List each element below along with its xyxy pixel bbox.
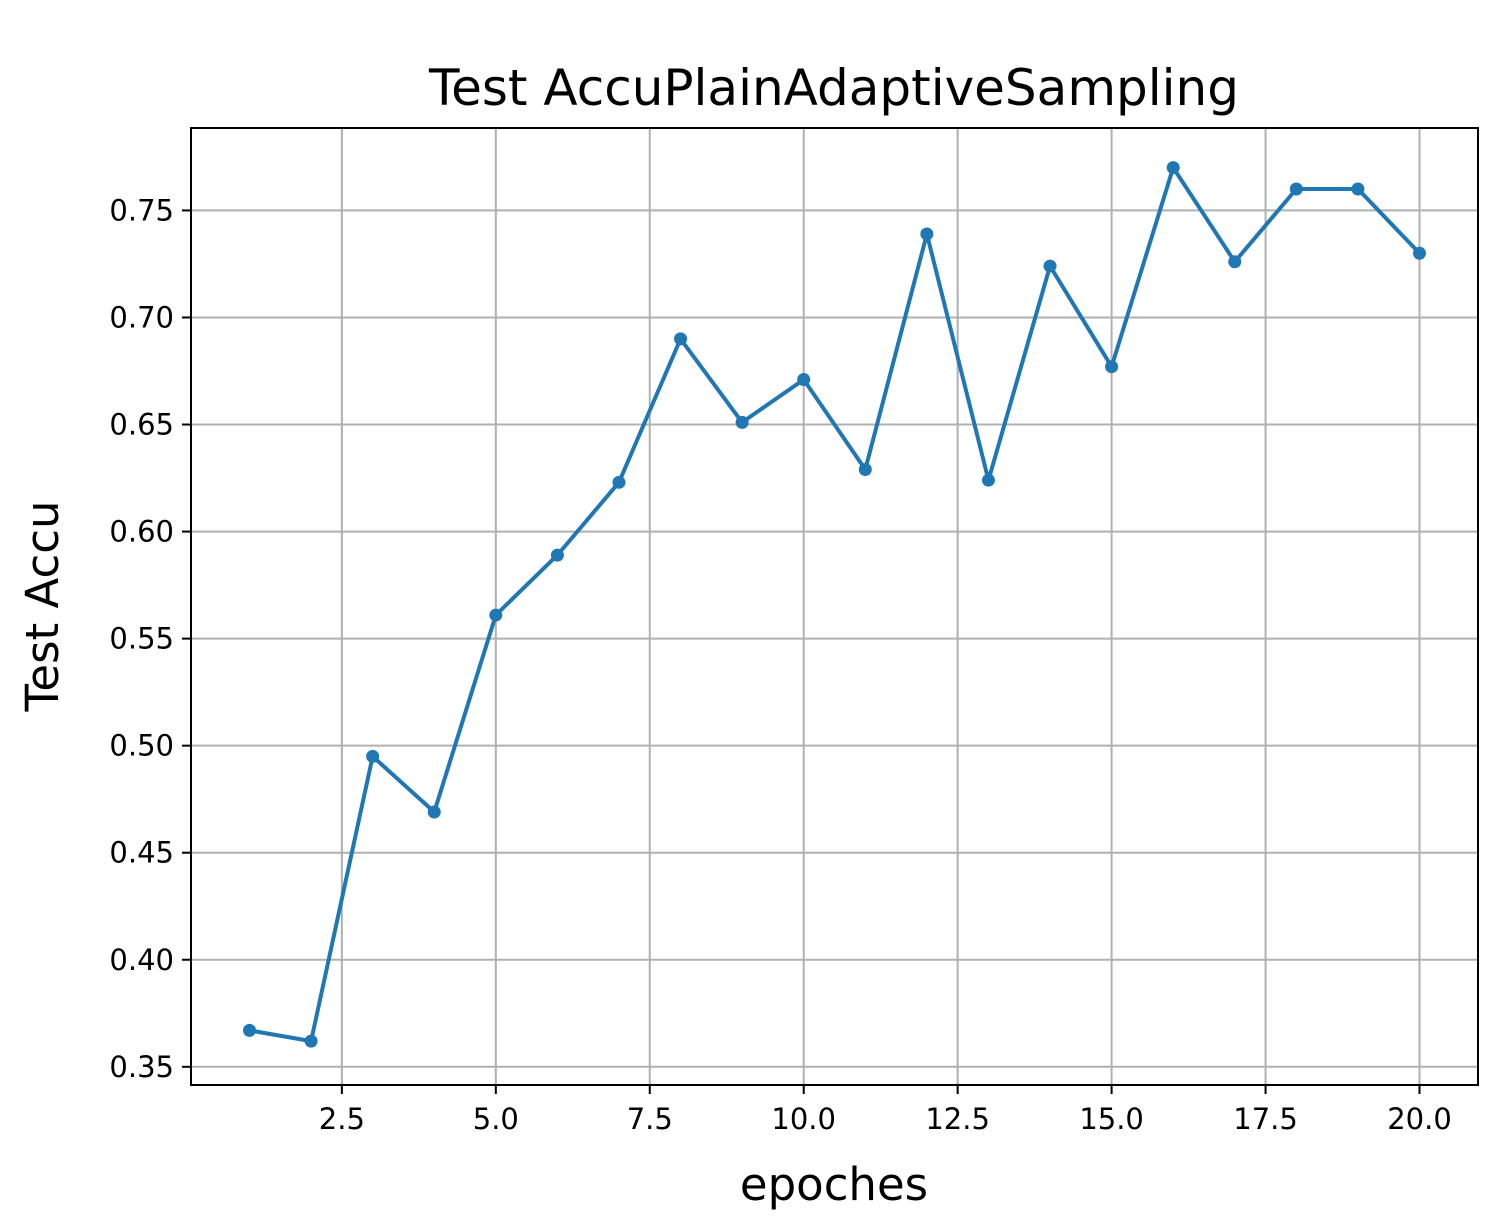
y-tick-label: 0.75 [109, 193, 174, 227]
chart-title: Test AccuPlainAdaptiveSampling [428, 59, 1239, 117]
y-tick-label: 0.60 [109, 515, 174, 549]
y-tick-label: 0.40 [109, 943, 174, 977]
data-point [797, 373, 811, 387]
y-tick-label: 0.70 [109, 300, 174, 334]
y-tick-label: 0.50 [109, 729, 174, 763]
data-point [243, 1023, 256, 1037]
x-tick-label: 12.5 [925, 1102, 990, 1136]
data-series [243, 161, 1426, 1048]
data-point [1105, 360, 1119, 374]
data-point [1166, 161, 1180, 175]
data-point [1228, 255, 1242, 269]
x-tick-label: 7.5 [627, 1102, 673, 1136]
data-point [612, 475, 626, 489]
data-point [550, 548, 564, 562]
x-tick-label: 17.5 [1233, 1102, 1298, 1136]
plot-frame [190, 127, 1479, 1086]
data-point [981, 473, 995, 487]
x-axis-label: epoches [740, 1158, 928, 1211]
data-point [366, 749, 380, 763]
axis-ticks: 2.5 5.0 7.5 10.0 12.5 15.0 17.5 20.0 0.35 0.40 0.4… [109, 193, 1451, 1136]
data-point [858, 462, 872, 476]
y-tick-label: 0.35 [109, 1050, 174, 1084]
y-tick-label: 0.45 [109, 836, 174, 870]
data-point [304, 1034, 318, 1048]
y-tick-label: 0.65 [109, 408, 174, 442]
data-point [1413, 246, 1426, 260]
data-point [920, 227, 934, 241]
x-tick-label: 20.0 [1387, 1102, 1452, 1136]
x-tick-label: 15.0 [1079, 1102, 1144, 1136]
series-line [249, 165, 1421, 1044]
data-point [1351, 182, 1365, 196]
data-point [674, 332, 688, 346]
x-tick-label: 2.5 [319, 1102, 365, 1136]
data-point [1043, 259, 1057, 273]
y-tick-label: 0.55 [109, 622, 174, 656]
data-point [489, 608, 503, 622]
data-point [427, 805, 441, 819]
data-point [1289, 182, 1303, 196]
x-tick-label: 10.0 [771, 1102, 836, 1136]
y-axis-label: Test Accu [16, 501, 69, 713]
data-point [735, 415, 749, 429]
x-tick-label: 5.0 [473, 1102, 519, 1136]
grid-lines [191, 128, 1478, 1085]
